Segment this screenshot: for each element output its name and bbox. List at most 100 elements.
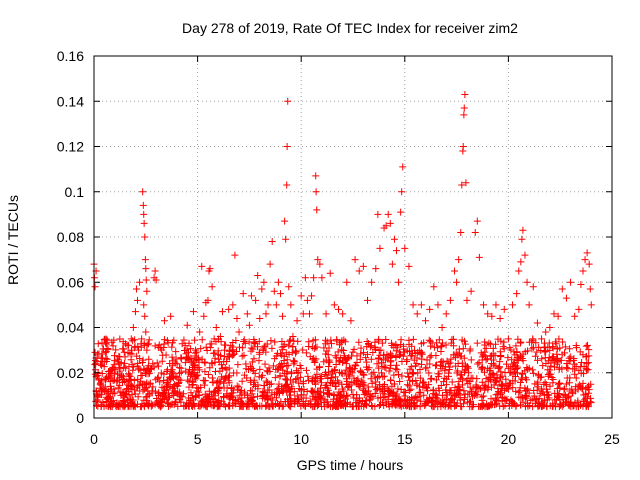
data-point bbox=[437, 365, 445, 373]
data-point bbox=[243, 391, 251, 399]
data-point bbox=[425, 369, 433, 377]
data-point bbox=[420, 391, 428, 399]
data-point bbox=[481, 338, 489, 346]
data-point bbox=[292, 367, 300, 375]
data-point bbox=[282, 349, 290, 357]
data-point bbox=[533, 386, 541, 394]
data-point bbox=[280, 352, 288, 360]
data-point bbox=[437, 358, 445, 366]
data-point bbox=[550, 310, 558, 318]
data-point bbox=[438, 342, 446, 350]
data-point bbox=[135, 346, 143, 354]
data-point bbox=[547, 362, 555, 370]
data-point bbox=[332, 373, 340, 381]
data-point bbox=[456, 371, 464, 379]
data-point bbox=[159, 351, 167, 359]
data-point bbox=[256, 350, 264, 358]
data-point bbox=[379, 373, 387, 381]
data-point bbox=[445, 369, 453, 377]
data-point bbox=[464, 379, 472, 387]
data-point bbox=[269, 362, 277, 370]
data-point bbox=[563, 364, 571, 372]
data-point bbox=[129, 324, 137, 331]
data-point bbox=[199, 396, 207, 404]
data-point bbox=[435, 387, 443, 395]
data-point bbox=[191, 362, 199, 370]
data-point bbox=[305, 376, 313, 384]
x-tick-label: 5 bbox=[194, 431, 202, 447]
data-point bbox=[322, 336, 330, 344]
data-point bbox=[512, 388, 520, 396]
data-point bbox=[290, 337, 298, 345]
data-point bbox=[385, 352, 393, 360]
data-point bbox=[201, 377, 209, 385]
data-point bbox=[185, 355, 193, 363]
data-point bbox=[265, 364, 273, 372]
data-point bbox=[328, 340, 336, 348]
data-point bbox=[119, 376, 127, 384]
data-point bbox=[197, 397, 205, 405]
data-point bbox=[524, 347, 532, 355]
data-point bbox=[297, 391, 305, 399]
data-point bbox=[195, 364, 203, 372]
data-point bbox=[338, 380, 346, 388]
data-point bbox=[191, 352, 199, 360]
data-point bbox=[140, 219, 148, 227]
data-point bbox=[132, 285, 140, 293]
chart-title: Day 278 of 2019, Rate Of TEC Index for r… bbox=[182, 20, 518, 36]
data-point bbox=[94, 340, 102, 348]
data-point bbox=[312, 172, 320, 180]
data-point bbox=[571, 312, 579, 320]
data-point bbox=[343, 278, 351, 286]
data-point bbox=[302, 394, 310, 402]
data-point bbox=[210, 387, 218, 395]
data-point bbox=[109, 364, 117, 372]
data-point bbox=[106, 394, 114, 402]
data-point bbox=[338, 385, 346, 393]
data-point bbox=[144, 364, 152, 372]
data-point bbox=[397, 340, 405, 348]
data-point bbox=[394, 385, 402, 393]
data-point bbox=[160, 317, 168, 325]
data-point bbox=[513, 290, 521, 298]
data-point bbox=[283, 362, 291, 370]
y-tick-label: 0.08 bbox=[57, 229, 84, 245]
data-point bbox=[250, 378, 258, 386]
data-point bbox=[239, 400, 247, 408]
data-point bbox=[189, 400, 197, 408]
data-point bbox=[139, 356, 147, 364]
data-point bbox=[378, 339, 386, 347]
data-point bbox=[268, 238, 276, 246]
data-point bbox=[171, 359, 179, 367]
data-point bbox=[282, 382, 290, 390]
data-point bbox=[539, 400, 547, 408]
data-point bbox=[374, 210, 382, 218]
data-point bbox=[182, 367, 190, 375]
data-point bbox=[408, 352, 416, 360]
data-point bbox=[437, 381, 445, 389]
data-point bbox=[450, 351, 458, 359]
data-point bbox=[100, 336, 108, 344]
data-point bbox=[181, 359, 189, 367]
data-point bbox=[316, 384, 324, 392]
data-point bbox=[453, 278, 461, 286]
data-point bbox=[114, 370, 122, 378]
data-point bbox=[274, 385, 282, 393]
data-point bbox=[271, 374, 279, 382]
data-point bbox=[572, 374, 580, 382]
data-point bbox=[414, 369, 422, 377]
data-point bbox=[513, 349, 521, 357]
data-point bbox=[562, 380, 570, 388]
data-point bbox=[388, 260, 396, 268]
data-point bbox=[275, 390, 283, 398]
data-point bbox=[158, 383, 166, 391]
data-point bbox=[280, 343, 288, 351]
data-point bbox=[429, 393, 437, 401]
data-point bbox=[143, 346, 151, 354]
data-point bbox=[417, 301, 425, 309]
data-point bbox=[584, 401, 592, 409]
data-point bbox=[458, 181, 466, 189]
data-point bbox=[325, 358, 333, 366]
data-point bbox=[151, 342, 159, 350]
data-point bbox=[424, 387, 432, 395]
